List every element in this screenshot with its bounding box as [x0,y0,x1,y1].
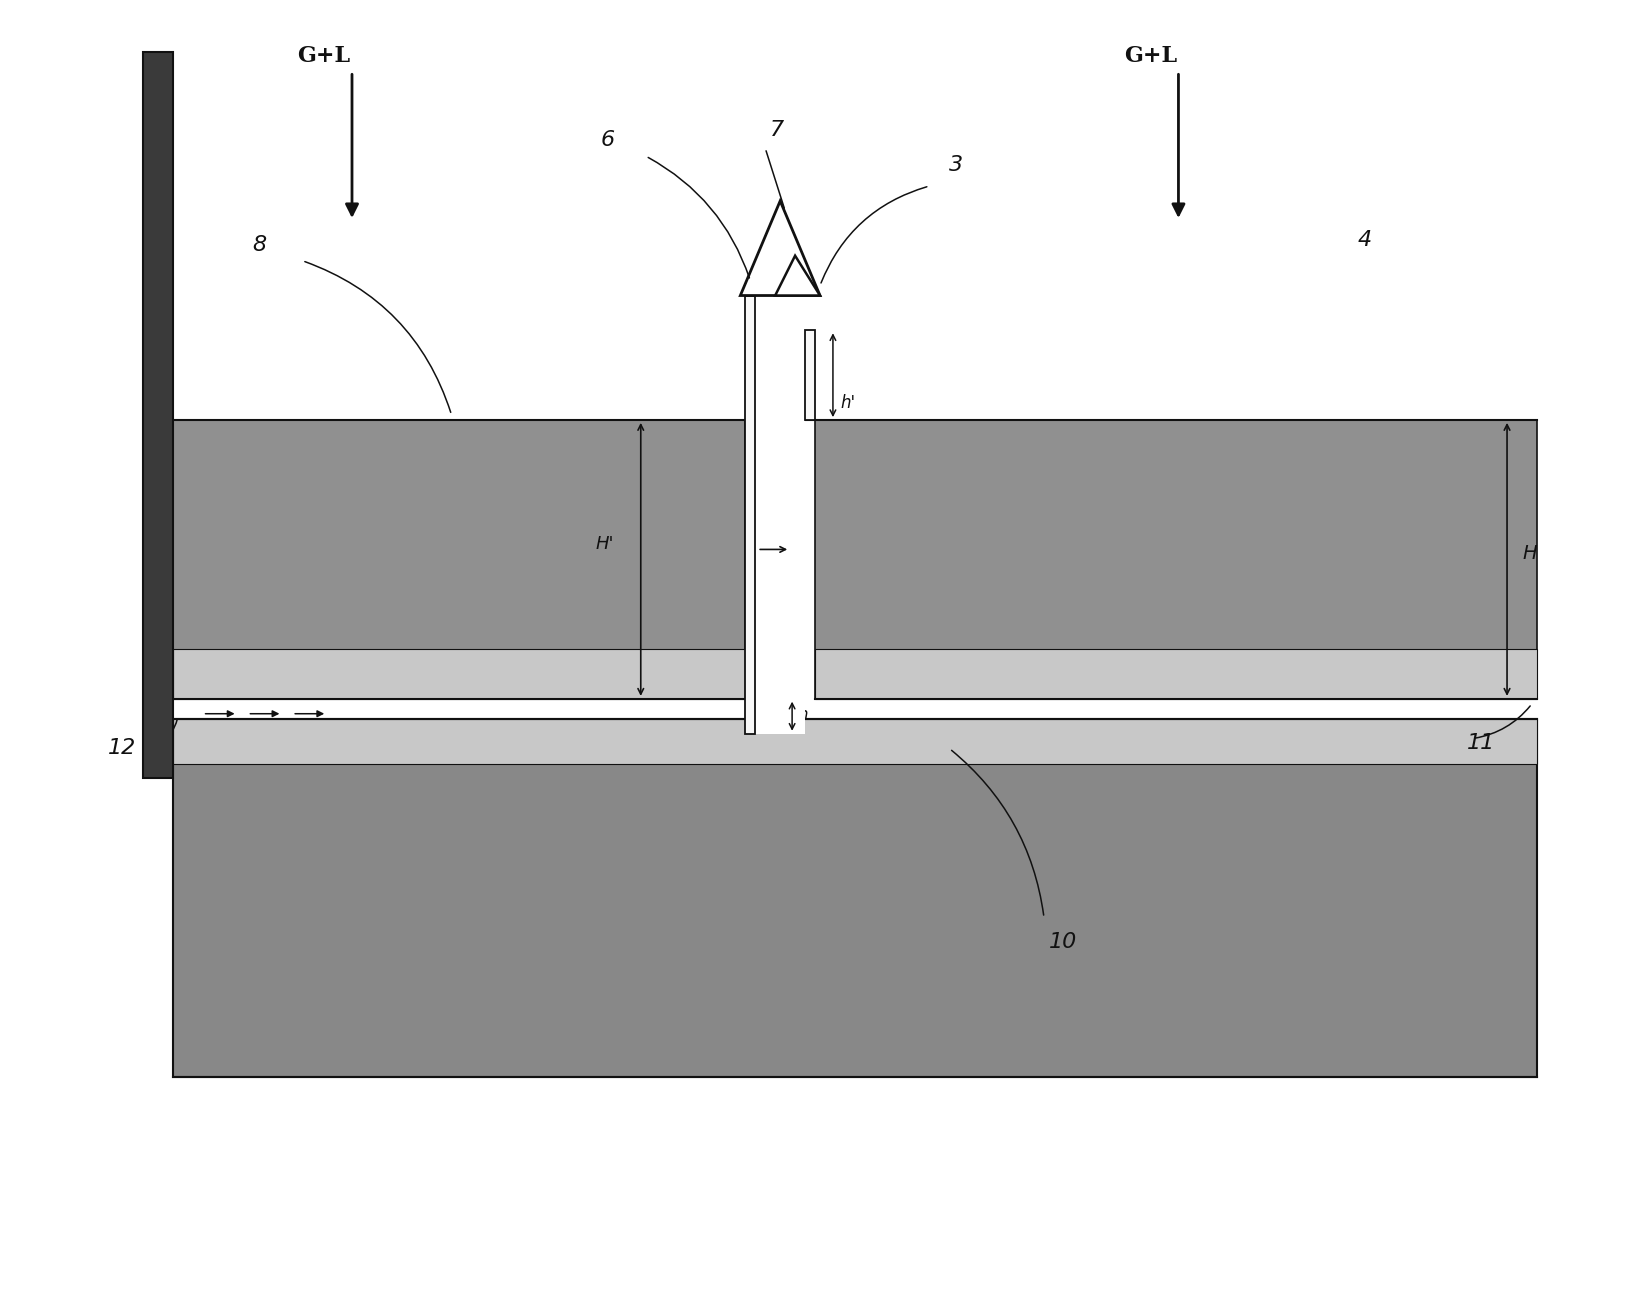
Bar [173,650,746,699]
Text: 4: 4 [1358,230,1373,249]
Bar [746,295,756,734]
Text: 6: 6 [600,130,615,151]
Bar [815,420,1536,699]
Polygon shape [775,256,820,295]
Text: H: H [1521,544,1536,564]
Text: G+L: G+L [298,44,350,66]
Text: h': h' [841,394,856,412]
Text: 10: 10 [1049,931,1076,952]
Text: 11: 11 [1467,733,1495,752]
Text: H': H' [596,535,615,553]
Bar [173,420,746,699]
Bar [805,330,815,420]
Bar [815,650,1536,699]
Text: 12: 12 [108,738,136,757]
Bar [173,718,1536,764]
Text: 3: 3 [949,155,964,175]
Text: h: h [797,705,808,724]
Text: 7: 7 [771,121,784,140]
Bar [173,718,1536,1077]
Bar [756,295,805,734]
Text: 8: 8 [252,235,267,255]
Bar [142,52,173,778]
Text: G+L: G+L [1124,44,1176,66]
Polygon shape [741,201,820,295]
